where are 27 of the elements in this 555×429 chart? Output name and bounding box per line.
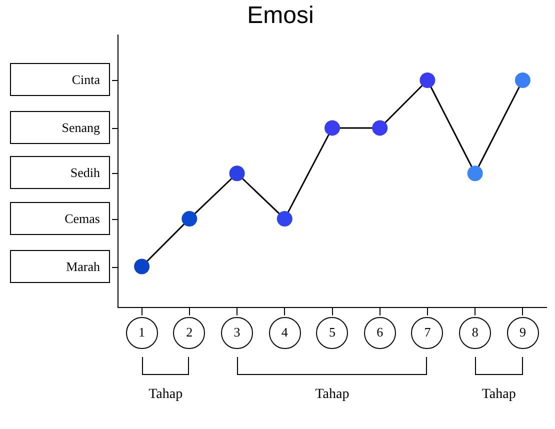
point xyxy=(182,211,198,227)
x-tick-label: 1 xyxy=(138,324,146,340)
point xyxy=(467,166,483,182)
text: Tahap xyxy=(314,387,350,404)
x-tick-label: 2 xyxy=(186,324,193,340)
x-tick-label: 7 xyxy=(424,324,432,340)
point xyxy=(420,72,436,88)
point xyxy=(514,72,530,88)
text: Cinta xyxy=(70,71,100,88)
point xyxy=(324,120,340,136)
point xyxy=(134,258,150,274)
text: Marah xyxy=(65,258,100,274)
text: Senang xyxy=(60,118,100,136)
point xyxy=(276,211,292,227)
x-tick-label: 6 xyxy=(376,324,384,340)
x-tick-label: 4 xyxy=(281,324,288,340)
text: Sedih xyxy=(69,164,100,182)
point xyxy=(372,120,388,136)
point xyxy=(229,166,245,182)
text: Tahap xyxy=(480,387,517,404)
text: Cemas xyxy=(64,210,100,227)
x-tick-label: 5 xyxy=(329,324,336,340)
x-tick-label: 3 xyxy=(234,324,240,340)
chart-title: Emosi xyxy=(247,2,314,30)
x-tick-label: 9 xyxy=(519,324,526,340)
x-tick-label: 8 xyxy=(472,324,478,340)
text: Tahap xyxy=(148,387,184,404)
